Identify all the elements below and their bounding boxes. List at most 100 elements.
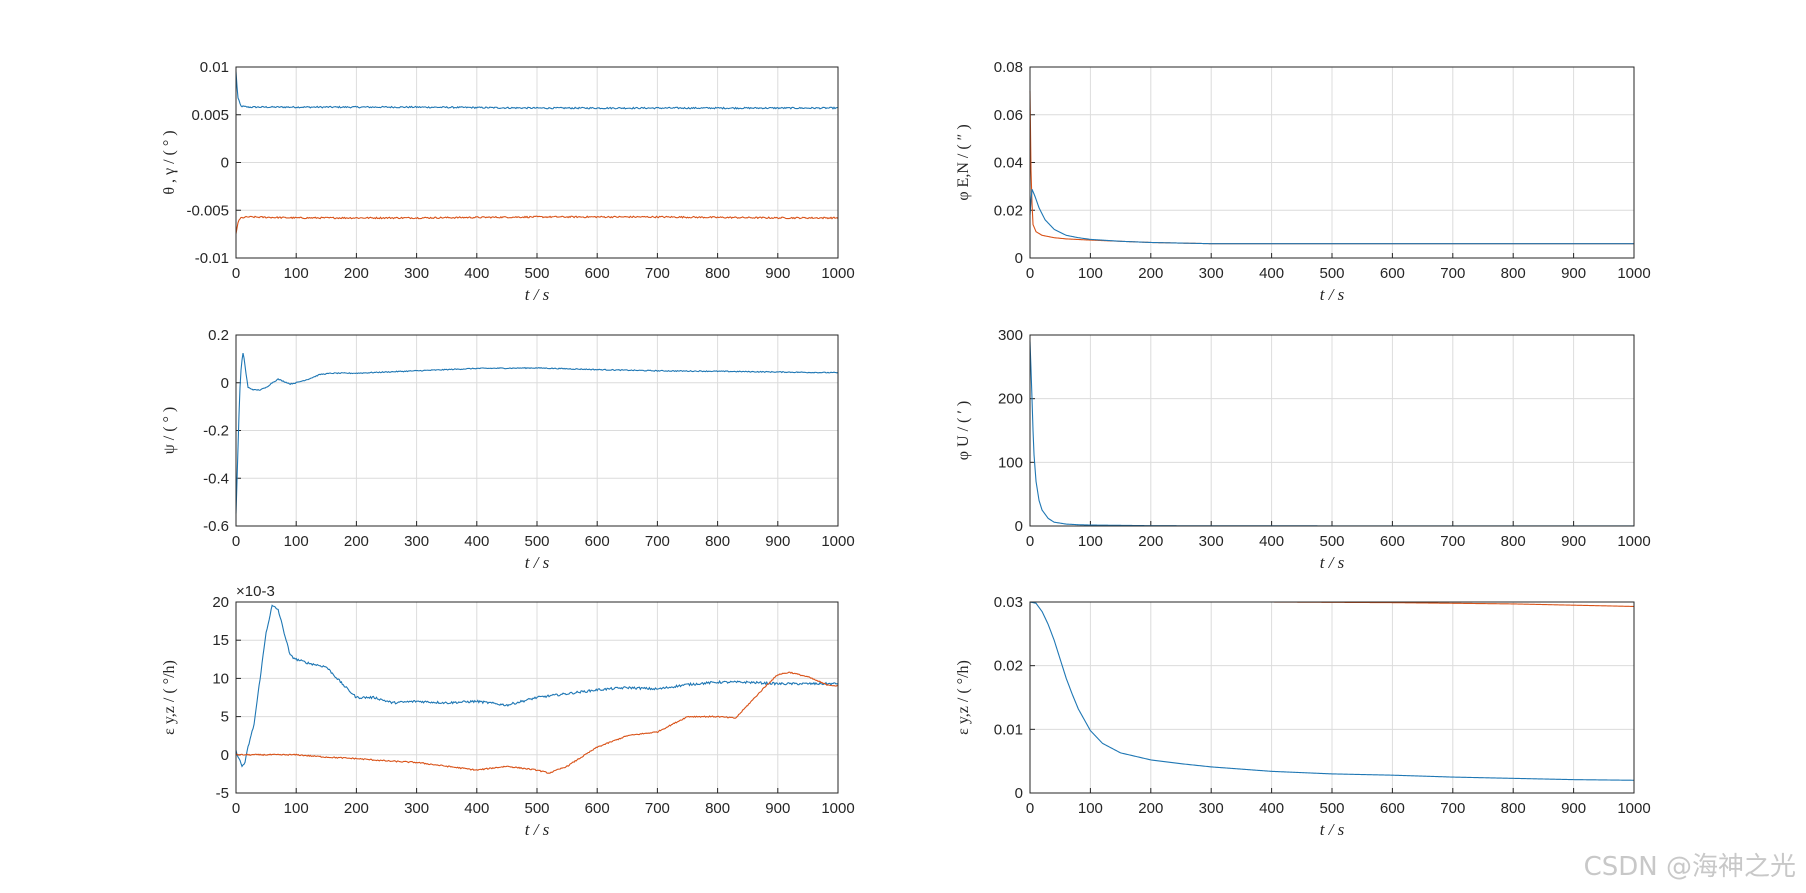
y-tick-label: -0.005 <box>186 202 229 219</box>
y-tick-label: 0.03 <box>994 594 1023 611</box>
x-tick-label: 900 <box>1561 265 1586 282</box>
x-tick-label: 0 <box>1026 800 1034 817</box>
y-tick-label: 0.01 <box>200 59 229 76</box>
subplot-p4: 0 100 200 300 400 500 600 700 800 900 100030020010… <box>955 327 1651 572</box>
x-tick-label: 700 <box>645 265 670 282</box>
subplot-p3: 0 100 200 300 400 500 600 700 800 900 1000 0.2 0 -0.2… <box>161 327 855 572</box>
y-tick-label: -0.4 <box>203 470 229 487</box>
x-tick-label: 300 <box>1199 800 1224 817</box>
y-tick-label: 0.02 <box>994 202 1023 219</box>
y-axis-label: φ U / ( ′ ) <box>955 401 972 460</box>
x-tick-label: 600 <box>585 533 610 550</box>
x-tick-label: 900 <box>765 533 790 550</box>
x-tick-label: 400 <box>464 265 489 282</box>
x-tick-label: 600 <box>1380 265 1405 282</box>
x-tick-label: 400 <box>464 533 489 550</box>
x-axis-label: t / s <box>1320 285 1345 304</box>
subplot-p2: 0 100 200 300 400 500 600 700 800 900 1000 0.08 0.06… <box>955 59 1651 304</box>
y-tick-label: 0.01 <box>994 721 1023 738</box>
x-tick-label: 500 <box>1319 265 1344 282</box>
y-exponent-label: ×10-3 <box>236 583 275 600</box>
axes-frame <box>1029 334 1635 527</box>
y-tick-label: 0.06 <box>994 107 1023 124</box>
subplot-p5: 0 100 200 300 400 500 600 700 800 900 1000 20 15 10 5 0… <box>161 583 855 839</box>
axes-frame <box>1029 601 1635 794</box>
x-tick-label: 500 <box>524 265 549 282</box>
x-tick-label: 200 <box>1138 533 1163 550</box>
x-tick-label: 300 <box>404 533 429 550</box>
x-tick-label: 700 <box>1440 533 1465 550</box>
y-tick-label: -0.2 <box>203 423 229 440</box>
x-tick-label: 300 <box>404 800 429 817</box>
y-tick-label: 0 <box>221 155 229 172</box>
x-tick-label: 200 <box>1138 265 1163 282</box>
x-tick-label: 0 <box>232 533 240 550</box>
y-tick-label: 10 <box>212 670 229 687</box>
x-tick-label: 600 <box>1380 533 1405 550</box>
subplot-p6: 0 100 200 300 400 500 600 700 800 900 1000 0.03 0.02… <box>955 594 1651 839</box>
x-tick-label: 500 <box>1319 533 1344 550</box>
x-tick-label: 100 <box>1078 533 1103 550</box>
x-axis-label: t / s <box>525 285 550 304</box>
series-line-p5-0 <box>235 604 839 768</box>
x-tick-label: 1000 <box>821 265 854 282</box>
x-tick-label: 800 <box>1501 533 1526 550</box>
x-tick-label: 1000 <box>1617 265 1650 282</box>
x-tick-label: 100 <box>1078 800 1103 817</box>
x-tick-label: 400 <box>1259 533 1284 550</box>
x-tick-label: 900 <box>765 265 790 282</box>
x-tick-label: 800 <box>705 265 730 282</box>
axes-frame <box>1029 66 1635 259</box>
x-tick-label: 700 <box>645 800 670 817</box>
x-tick-label: 600 <box>1380 800 1405 817</box>
y-tick-label: 200 <box>998 391 1023 408</box>
x-tick-label: 800 <box>705 800 730 817</box>
y-tick-label: 0.005 <box>191 107 229 124</box>
axes-frame <box>235 601 839 794</box>
series-line-p6-1 <box>1029 601 1635 781</box>
x-tick-label: 600 <box>585 800 610 817</box>
y-tick-label: -5 <box>216 785 229 802</box>
x-tick-label: 800 <box>705 533 730 550</box>
x-tick-label: 700 <box>645 533 670 550</box>
x-tick-label: 100 <box>1078 265 1103 282</box>
x-tick-label: 500 <box>524 533 549 550</box>
y-tick-label: 0.02 <box>994 658 1023 675</box>
x-tick-label: 0 <box>1026 533 1034 550</box>
watermark: CSDN @海神之光 <box>1583 852 1796 882</box>
y-tick-label: 20 <box>212 594 229 611</box>
y-tick-label: 0 <box>1015 785 1023 802</box>
x-axis-label: t / s <box>1320 820 1345 839</box>
x-tick-label: 700 <box>1440 800 1465 817</box>
x-tick-label: 1000 <box>821 800 854 817</box>
y-axis-label: ψ / ( ° ) <box>161 407 178 455</box>
y-tick-label: 5 <box>221 709 229 726</box>
x-tick-label: 200 <box>344 533 369 550</box>
axes-frame <box>235 66 839 259</box>
x-tick-label: 800 <box>1501 800 1526 817</box>
x-tick-label: 200 <box>1138 800 1163 817</box>
x-tick-label: 300 <box>1199 265 1224 282</box>
x-tick-label: 1000 <box>1617 533 1650 550</box>
series-line-p1-0 <box>235 71 839 110</box>
y-tick-label: -0.01 <box>195 250 229 267</box>
x-tick-label: 0 <box>232 800 240 817</box>
x-tick-label: 500 <box>524 800 549 817</box>
y-axis-label: ε y,z / ( °/h) <box>161 660 178 735</box>
x-tick-label: 300 <box>1199 533 1224 550</box>
y-tick-label: 0 <box>221 747 229 764</box>
x-axis-label: t / s <box>1320 553 1345 572</box>
series-line-p1-1 <box>235 215 839 234</box>
x-tick-label: 0 <box>1026 265 1034 282</box>
y-tick-label: 300 <box>998 327 1023 344</box>
x-tick-label: 300 <box>404 265 429 282</box>
x-tick-label: 400 <box>464 800 489 817</box>
y-tick-label: 0.08 <box>994 59 1023 76</box>
y-tick-label: 0.04 <box>994 155 1023 172</box>
y-tick-label: 15 <box>212 632 229 649</box>
x-tick-label: 100 <box>284 800 309 817</box>
x-tick-label: 800 <box>1501 265 1526 282</box>
x-tick-label: 200 <box>344 265 369 282</box>
y-tick-label: 0 <box>1015 250 1023 267</box>
